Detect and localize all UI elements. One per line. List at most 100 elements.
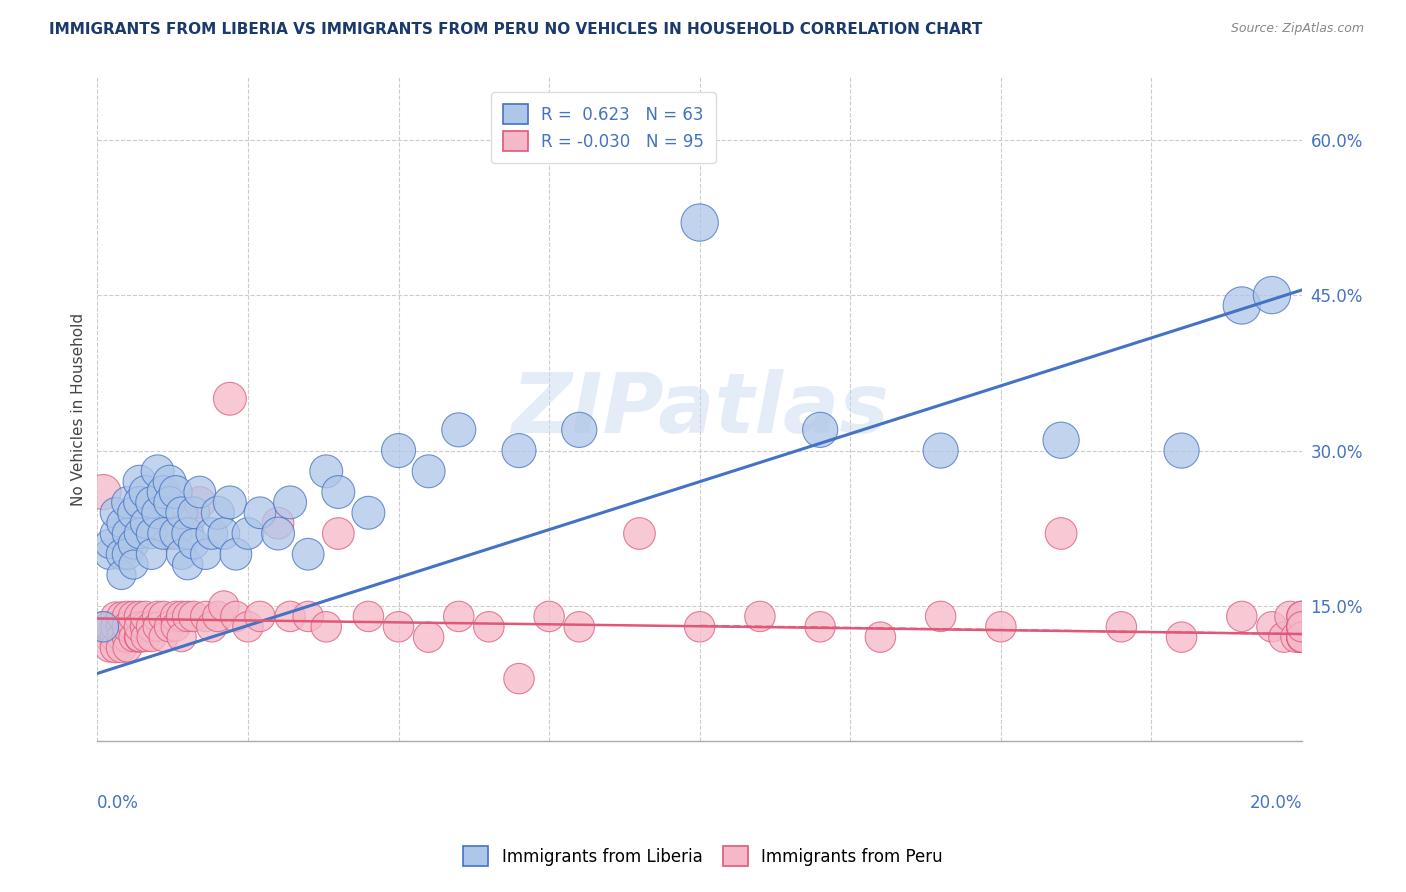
Point xyxy=(236,526,259,541)
Point xyxy=(218,392,240,406)
Point xyxy=(135,630,157,644)
Point xyxy=(122,630,145,644)
Point xyxy=(418,464,440,478)
Point xyxy=(1291,630,1313,644)
Point xyxy=(808,620,831,634)
Point xyxy=(990,620,1012,634)
Point xyxy=(1291,609,1313,624)
Point xyxy=(177,526,200,541)
Point xyxy=(110,547,132,561)
Point xyxy=(1050,434,1073,448)
Point xyxy=(159,475,181,489)
Point xyxy=(128,630,150,644)
Point xyxy=(183,609,205,624)
Point xyxy=(110,640,132,655)
Point xyxy=(146,464,169,478)
Point xyxy=(418,630,440,644)
Point xyxy=(183,506,205,520)
Point xyxy=(267,516,290,530)
Point xyxy=(1278,609,1301,624)
Point xyxy=(110,620,132,634)
Point xyxy=(122,620,145,634)
Point xyxy=(165,485,187,500)
Point xyxy=(1230,609,1253,624)
Point xyxy=(478,620,501,634)
Point xyxy=(218,495,240,509)
Point xyxy=(128,495,150,509)
Point xyxy=(165,609,187,624)
Point xyxy=(117,547,139,561)
Point xyxy=(98,620,121,634)
Point xyxy=(328,526,350,541)
Point xyxy=(93,620,115,634)
Point xyxy=(297,609,319,624)
Point xyxy=(128,630,150,644)
Point xyxy=(236,620,259,634)
Point xyxy=(110,568,132,582)
Point xyxy=(170,547,193,561)
Point xyxy=(1285,630,1308,644)
Point xyxy=(201,620,224,634)
Legend: R =  0.623   N = 63, R = -0.030   N = 95: R = 0.623 N = 63, R = -0.030 N = 95 xyxy=(491,93,716,163)
Point xyxy=(188,485,211,500)
Point xyxy=(117,630,139,644)
Point xyxy=(689,620,711,634)
Point xyxy=(297,547,319,561)
Point xyxy=(1111,620,1133,634)
Point xyxy=(201,526,224,541)
Point xyxy=(104,630,127,644)
Point xyxy=(98,547,121,561)
Point xyxy=(249,506,271,520)
Point xyxy=(869,630,891,644)
Point xyxy=(122,558,145,572)
Point xyxy=(146,609,169,624)
Point xyxy=(1170,630,1192,644)
Point xyxy=(98,537,121,551)
Point xyxy=(568,423,591,437)
Point xyxy=(135,485,157,500)
Point xyxy=(225,609,247,624)
Point xyxy=(568,620,591,634)
Point xyxy=(141,495,163,509)
Point xyxy=(188,495,211,509)
Point xyxy=(447,423,470,437)
Text: 20.0%: 20.0% xyxy=(1250,794,1302,813)
Point xyxy=(1230,298,1253,312)
Point xyxy=(104,526,127,541)
Point xyxy=(225,547,247,561)
Point xyxy=(1291,630,1313,644)
Point xyxy=(1291,630,1313,644)
Point xyxy=(110,516,132,530)
Point xyxy=(117,495,139,509)
Point xyxy=(146,620,169,634)
Point xyxy=(1291,630,1313,644)
Point xyxy=(141,526,163,541)
Point xyxy=(194,609,217,624)
Point xyxy=(328,485,350,500)
Point xyxy=(98,630,121,644)
Text: IMMIGRANTS FROM LIBERIA VS IMMIGRANTS FROM PERU NO VEHICLES IN HOUSEHOLD CORRELA: IMMIGRANTS FROM LIBERIA VS IMMIGRANTS FR… xyxy=(49,22,983,37)
Point xyxy=(183,537,205,551)
Point xyxy=(1291,630,1313,644)
Point xyxy=(212,599,235,613)
Point xyxy=(152,609,174,624)
Point xyxy=(387,620,409,634)
Text: Source: ZipAtlas.com: Source: ZipAtlas.com xyxy=(1230,22,1364,36)
Point xyxy=(128,609,150,624)
Point xyxy=(1261,288,1284,302)
Point xyxy=(177,516,200,530)
Point xyxy=(135,609,157,624)
Point xyxy=(122,506,145,520)
Point xyxy=(117,640,139,655)
Point xyxy=(249,609,271,624)
Point xyxy=(152,630,174,644)
Point xyxy=(135,620,157,634)
Point xyxy=(170,506,193,520)
Point xyxy=(135,516,157,530)
Point xyxy=(93,485,115,500)
Point xyxy=(929,443,952,458)
Point xyxy=(1291,620,1313,634)
Point xyxy=(152,485,174,500)
Point xyxy=(170,609,193,624)
Point xyxy=(110,609,132,624)
